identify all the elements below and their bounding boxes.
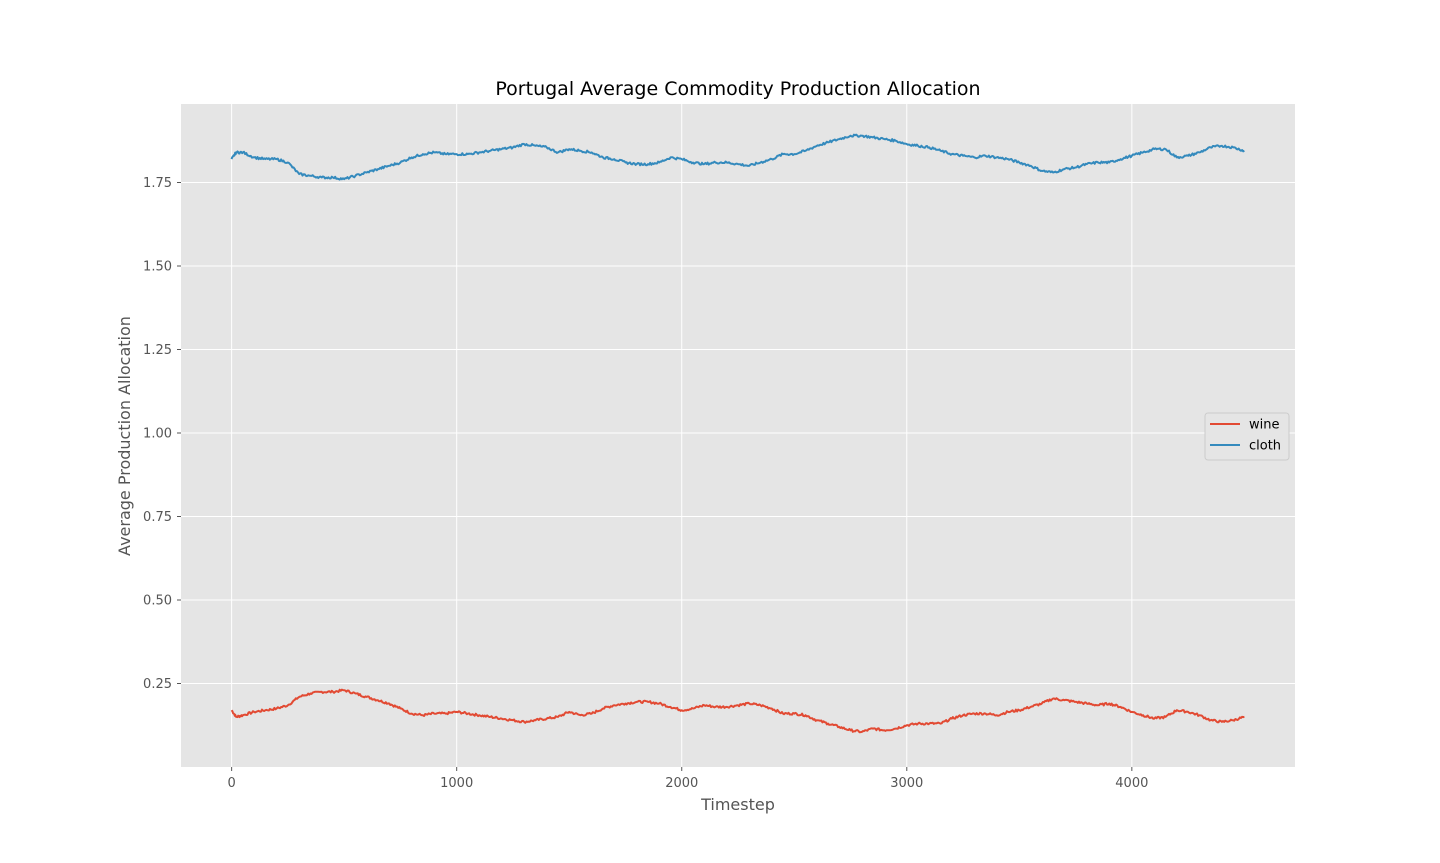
series-lines	[230, 133, 1245, 734]
y-tick-label: 1.25	[143, 343, 172, 358]
x-tick-label: 3000	[890, 776, 923, 791]
y-tick-label: 0.75	[143, 510, 172, 525]
x-axis-label: Timestep	[700, 795, 775, 814]
x-tick-label: 4000	[1115, 776, 1148, 791]
plot-area	[181, 104, 1295, 767]
x-tick-label: 1000	[440, 776, 473, 791]
tick-labels: 0 1000 2000 3000 4000 0.25 0.50 0.75 1.00 1.25 1.5…	[143, 176, 1148, 791]
series-line-cloth	[230, 133, 1245, 181]
legend: wine cloth	[1204, 412, 1290, 461]
y-tick-label: 1.00	[143, 426, 172, 441]
legend-label-wine: wine	[1249, 418, 1279, 433]
x-tick-label: 2000	[665, 776, 698, 791]
grid-lines	[181, 104, 1295, 767]
legend-label-cloth: cloth	[1249, 439, 1281, 454]
y-axis-label: Average Production Allocation	[115, 316, 134, 556]
y-tick-label: 1.50	[143, 259, 172, 274]
x-tick-label: 0	[227, 776, 235, 791]
y-tick-label: 0.50	[143, 593, 172, 608]
series-line-wine	[230, 688, 1245, 734]
y-tick-label: 0.25	[143, 677, 172, 692]
chart-title: Portugal Average Commodity Production Al…	[495, 78, 980, 100]
y-tick-label: 1.75	[143, 176, 172, 191]
